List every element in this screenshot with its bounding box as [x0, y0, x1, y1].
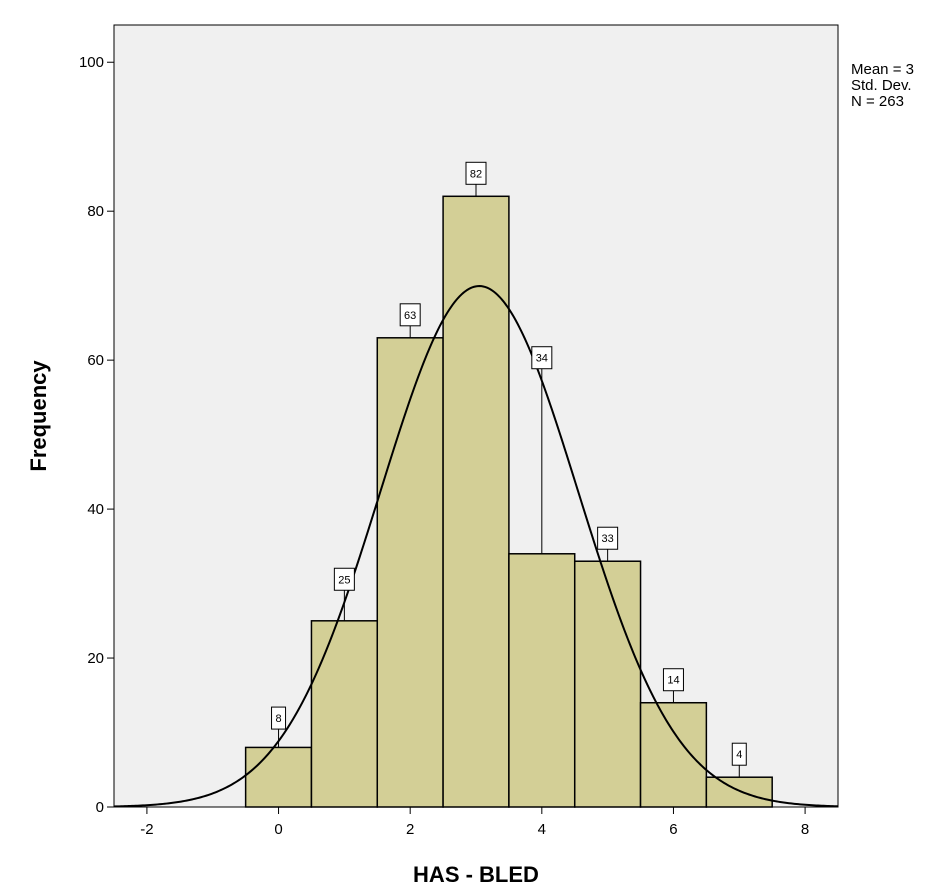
y-tick-label: 40 [87, 501, 104, 518]
stats-n: N = 263 [851, 93, 904, 110]
data-label: 14 [667, 675, 679, 687]
data-label: 4 [736, 749, 742, 761]
x-tick-label: 8 [801, 821, 809, 838]
data-label: 8 [275, 713, 281, 725]
data-label: 63 [404, 310, 416, 322]
y-axis: 0 20 40 60 80 100 [79, 54, 114, 816]
data-label-box [731, 742, 747, 766]
y-tick-label: 100 [79, 54, 104, 71]
stats-std-dev: Std. Dev. [851, 77, 912, 94]
histogram-bar [508, 553, 576, 808]
y-tick-label: 60 [87, 352, 104, 369]
histogram-bar [244, 746, 313, 808]
data-label-box [465, 161, 487, 185]
y-tick-label: 80 [87, 203, 104, 220]
x-tick-label: 6 [669, 821, 677, 838]
histogram-bar [442, 195, 510, 808]
data-label-box [399, 303, 421, 327]
data-labels-group: 8 25 63 82 34 33 14 4 [271, 161, 747, 778]
data-label: 82 [470, 168, 482, 180]
normal-curve [113, 285, 839, 808]
histogram-bar [705, 776, 773, 808]
stats-mean: Mean = 3 [851, 61, 914, 78]
data-label-box [662, 668, 684, 692]
data-label-box [597, 526, 619, 550]
histogram-bar [376, 337, 444, 808]
bars-group [244, 195, 773, 808]
x-axis: -2 0 2 4 6 8 [140, 807, 809, 838]
x-tick-label: -2 [140, 821, 153, 838]
y-axis-label: Frequency [26, 360, 51, 472]
x-tick-label: 4 [538, 821, 546, 838]
data-label: 33 [602, 533, 614, 545]
y-tick-label: 0 [96, 799, 104, 816]
data-label: 34 [536, 353, 548, 365]
data-label: 25 [338, 574, 350, 586]
histogram-bar [310, 620, 379, 808]
stats-box: Mean = 3 Std. Dev. N = 263 [851, 62, 914, 110]
x-tick-label: 0 [274, 821, 282, 838]
data-label-box [333, 567, 355, 591]
data-label-box [531, 346, 553, 370]
y-tick-label: 20 [87, 650, 104, 667]
x-tick-label: 2 [406, 821, 414, 838]
data-label-box [271, 706, 287, 730]
histogram-bar [573, 560, 642, 808]
x-axis-label: HAS - BLED [413, 862, 539, 887]
histogram-bar [639, 701, 708, 808]
